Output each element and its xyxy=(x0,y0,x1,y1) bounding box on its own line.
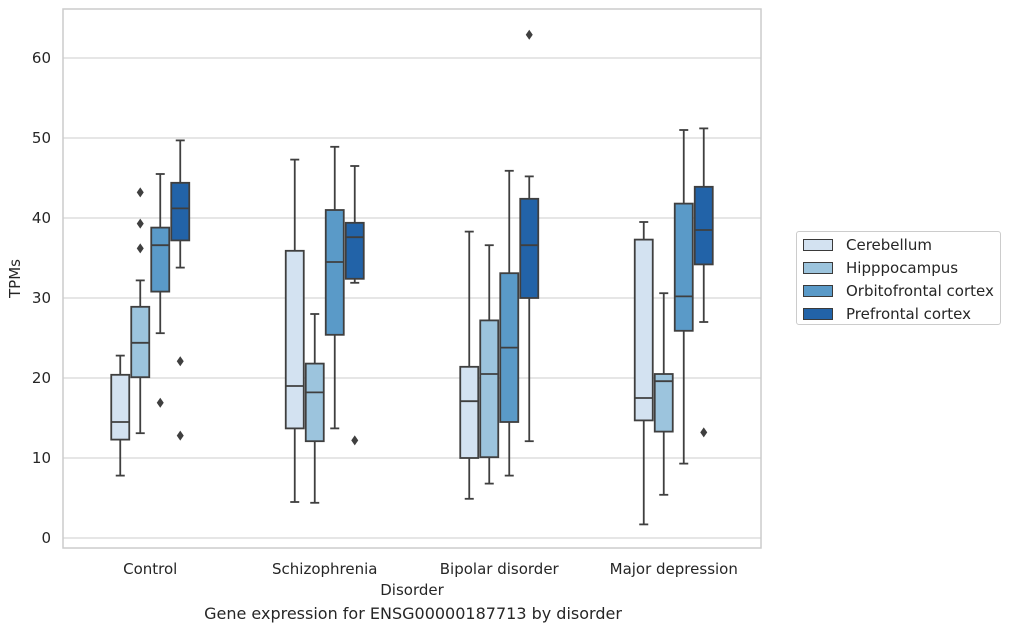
y-tick-label: 20 xyxy=(32,369,51,387)
legend-label: Prefrontal cortex xyxy=(846,305,971,323)
box-group xyxy=(344,165,365,446)
outlier-point xyxy=(351,435,359,446)
box xyxy=(150,226,171,293)
box xyxy=(344,221,365,280)
legend-swatch xyxy=(803,262,833,274)
box-group xyxy=(324,145,345,430)
legend: Cerebellum Hipppocampus Orbitofrontal cort… xyxy=(796,231,1001,325)
box xyxy=(519,197,540,299)
box xyxy=(170,181,191,242)
outlier-point xyxy=(136,187,144,198)
figure-caption: Gene expression for ENSG00000187713 by d… xyxy=(204,604,622,623)
y-tick-label: 60 xyxy=(32,49,51,67)
y-tick-label: 40 xyxy=(32,209,51,227)
y-tick-label: 10 xyxy=(32,449,51,467)
y-tick-label: 50 xyxy=(32,129,51,147)
box xyxy=(479,319,500,459)
box-group xyxy=(693,127,714,438)
plot-frame xyxy=(62,8,762,549)
legend-label: Cerebellum xyxy=(846,236,932,254)
box-group xyxy=(499,169,520,477)
outlier-point xyxy=(700,427,708,438)
box-group xyxy=(284,158,305,503)
box-group xyxy=(459,230,480,500)
box xyxy=(633,238,654,422)
box-group xyxy=(304,313,325,504)
x-tick-label: Control xyxy=(123,560,177,578)
legend-label: Orbitofrontal cortex xyxy=(846,282,994,300)
box xyxy=(693,185,714,266)
y-tick-label: 0 xyxy=(41,529,51,547)
box xyxy=(653,373,674,433)
y-axis-label: TPMs xyxy=(6,259,24,299)
x-axis-label: Disorder xyxy=(380,581,444,599)
box xyxy=(284,249,305,430)
box xyxy=(673,202,694,332)
box xyxy=(459,365,480,459)
box-group xyxy=(170,139,191,441)
box-group xyxy=(130,187,151,435)
outlier-point xyxy=(156,397,164,408)
box-group xyxy=(633,221,654,526)
legend-swatch xyxy=(803,308,833,320)
x-tick-label: Major depression xyxy=(610,560,738,578)
box-group xyxy=(519,29,540,443)
box xyxy=(110,373,131,441)
y-tick-label: 30 xyxy=(32,289,51,307)
legend-swatch xyxy=(803,285,833,297)
outlier-point xyxy=(525,29,533,40)
box-group xyxy=(150,173,171,408)
box-group xyxy=(673,129,694,465)
outlier-point xyxy=(176,430,184,441)
legend-item: Prefrontal cortex xyxy=(803,304,971,324)
outlier-point xyxy=(136,218,144,229)
box xyxy=(304,362,325,443)
legend-swatch xyxy=(803,239,833,251)
box xyxy=(324,209,345,336)
box-group xyxy=(479,244,500,485)
x-tick-label: Schizophrenia xyxy=(272,560,377,578)
legend-item: Cerebellum xyxy=(803,235,932,255)
x-tick-label: Bipolar disorder xyxy=(440,560,560,578)
outlier-point xyxy=(176,356,184,367)
legend-label: Hipppocampus xyxy=(846,259,959,277)
legend-item: Hipppocampus xyxy=(803,258,958,278)
box-group xyxy=(653,292,674,496)
outlier-point xyxy=(136,243,144,254)
legend-item: Orbitofrontal cortex xyxy=(803,281,994,301)
box-group xyxy=(110,354,131,477)
